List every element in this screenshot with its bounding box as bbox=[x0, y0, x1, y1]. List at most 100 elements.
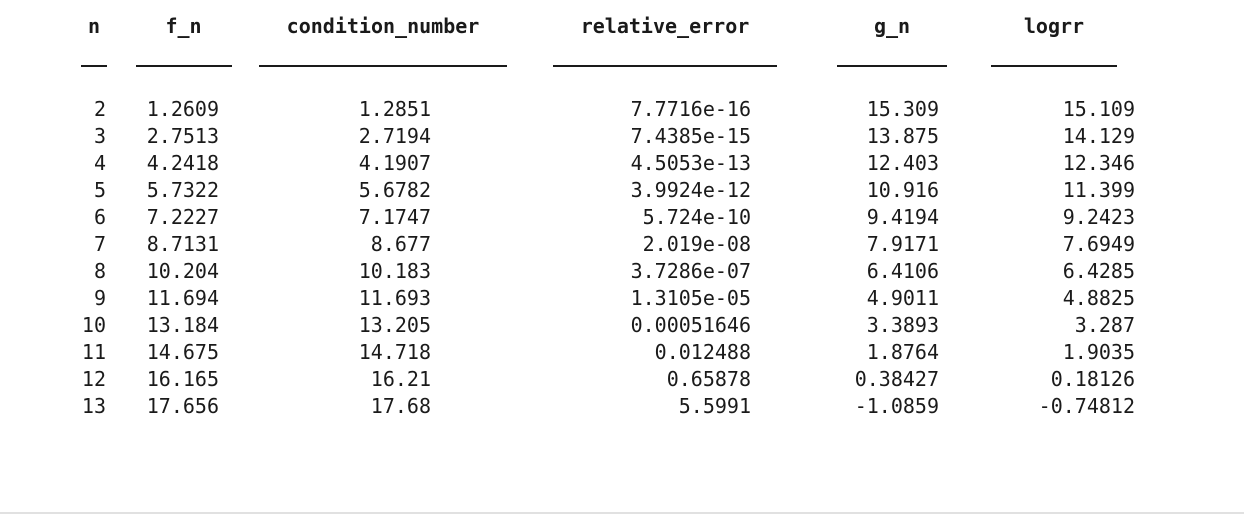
cell-condition-number: 17.68 bbox=[370, 394, 431, 418]
cell-g-n: 7.9171 bbox=[866, 232, 939, 256]
cell-logrr: 3.287 bbox=[1074, 313, 1135, 337]
cell-f-n: 14.675 bbox=[146, 340, 219, 364]
cell-condition-number: 8.677 bbox=[370, 232, 431, 256]
cell-g-n: 12.403 bbox=[866, 151, 939, 175]
cell-relative-error: 0.00051646 bbox=[630, 313, 751, 337]
underline-n bbox=[68, 38, 120, 74]
cell-relative-error: 5.5991 bbox=[678, 394, 751, 418]
cell-logrr: 9.2423 bbox=[1062, 205, 1135, 229]
cell-relative-error: 7.7716e-16 bbox=[630, 97, 751, 121]
cell-f-n: 5.7322 bbox=[146, 178, 219, 202]
table-row: 8 10.204 10.183 3.7286e-07 6.4106 6.4285 bbox=[68, 258, 1135, 285]
cell-g-n: 3.3893 bbox=[866, 313, 939, 337]
table-row: 11 14.675 14.718 0.012488 1.8764 1.9035 bbox=[68, 339, 1135, 366]
cell-g-n: 4.9011 bbox=[866, 286, 939, 310]
cell-f-n: 2.7513 bbox=[146, 124, 219, 148]
cell-relative-error: 7.4385e-15 bbox=[630, 124, 751, 148]
cell-g-n: 1.8764 bbox=[866, 340, 939, 364]
cell-condition-number: 2.7194 bbox=[358, 124, 431, 148]
results-table: n f_n condition_number relative_error g_… bbox=[68, 0, 1135, 420]
cell-relative-error: 0.012488 bbox=[654, 340, 751, 364]
cell-f-n: 8.7131 bbox=[146, 232, 219, 256]
underline-f-n bbox=[120, 38, 247, 74]
underline-row bbox=[68, 38, 1135, 74]
cell-condition-number: 5.6782 bbox=[358, 178, 431, 202]
table-row: 10 13.184 13.205 0.00051646 3.3893 3.287 bbox=[68, 312, 1135, 339]
cell-logrr: 6.4285 bbox=[1062, 259, 1135, 283]
cell-condition-number: 10.183 bbox=[358, 259, 431, 283]
cell-n: 3 bbox=[93, 124, 106, 148]
cell-condition-number: 11.693 bbox=[358, 286, 431, 310]
bottom-divider bbox=[0, 512, 1244, 514]
header-n: n bbox=[87, 14, 101, 38]
cell-relative-error: 3.7286e-07 bbox=[630, 259, 751, 283]
cell-relative-error: 0.65878 bbox=[666, 367, 751, 391]
cell-n: 7 bbox=[93, 232, 106, 256]
table-body: 2 1.2609 1.2851 7.7716e-16 15.309 15.109 3 2.75… bbox=[68, 96, 1135, 420]
cell-g-n: 10.916 bbox=[866, 178, 939, 202]
cell-g-n: 15.309 bbox=[866, 97, 939, 121]
cell-f-n: 16.165 bbox=[146, 367, 219, 391]
cell-g-n: 9.4194 bbox=[866, 205, 939, 229]
cell-g-n: -1.0859 bbox=[854, 394, 939, 418]
cell-f-n: 7.2227 bbox=[146, 205, 219, 229]
underline-g-n bbox=[811, 38, 973, 74]
cell-g-n: 13.875 bbox=[866, 124, 939, 148]
table-row: 7 8.7131 8.677 2.019e-08 7.9171 7.6949 bbox=[68, 231, 1135, 258]
cell-logrr: 15.109 bbox=[1062, 97, 1135, 121]
cell-relative-error: 4.5053e-13 bbox=[630, 151, 751, 175]
table-row: 5 5.7322 5.6782 3.9924e-12 10.916 11.399 bbox=[68, 177, 1135, 204]
header-logrr: logrr bbox=[1023, 14, 1085, 38]
cell-logrr: 1.9035 bbox=[1062, 340, 1135, 364]
cell-condition-number: 13.205 bbox=[358, 313, 431, 337]
header-condition-number: condition_number bbox=[286, 14, 480, 38]
cell-f-n: 4.2418 bbox=[146, 151, 219, 175]
cell-n: 6 bbox=[93, 205, 106, 229]
header-row: n f_n condition_number relative_error g_… bbox=[68, 0, 1135, 38]
cell-f-n: 1.2609 bbox=[146, 97, 219, 121]
cell-f-n: 11.694 bbox=[146, 286, 219, 310]
cell-n: 2 bbox=[93, 97, 106, 121]
cell-logrr: 12.346 bbox=[1062, 151, 1135, 175]
cell-n: 4 bbox=[93, 151, 106, 175]
table-row: 6 7.2227 7.1747 5.724e-10 9.4194 9.2423 bbox=[68, 204, 1135, 231]
cell-n: 13 bbox=[81, 394, 106, 418]
table-row: 13 17.656 17.68 5.5991 -1.0859 -0.74812 bbox=[68, 393, 1135, 420]
cell-logrr: 11.399 bbox=[1062, 178, 1135, 202]
cell-n: 9 bbox=[93, 286, 106, 310]
underline-condition-number bbox=[247, 38, 519, 74]
cell-logrr: 7.6949 bbox=[1062, 232, 1135, 256]
table-row: 12 16.165 16.21 0.65878 0.38427 0.18126 bbox=[68, 366, 1135, 393]
cell-relative-error: 3.9924e-12 bbox=[630, 178, 751, 202]
cell-logrr: 4.8825 bbox=[1062, 286, 1135, 310]
cell-f-n: 10.204 bbox=[146, 259, 219, 283]
cell-condition-number: 1.2851 bbox=[358, 97, 431, 121]
cell-relative-error: 5.724e-10 bbox=[642, 205, 751, 229]
cell-n: 12 bbox=[81, 367, 106, 391]
cell-logrr: -0.74812 bbox=[1038, 394, 1135, 418]
cell-condition-number: 16.21 bbox=[370, 367, 431, 391]
underline-relative-error bbox=[519, 38, 811, 74]
cell-n: 8 bbox=[93, 259, 106, 283]
header-f-n: f_n bbox=[165, 14, 202, 38]
cell-n: 10 bbox=[81, 313, 106, 337]
spacer-row bbox=[68, 74, 1135, 96]
cell-condition-number: 14.718 bbox=[358, 340, 431, 364]
cell-n: 5 bbox=[93, 178, 106, 202]
header-relative-error: relative_error bbox=[580, 14, 750, 38]
table-row: 4 4.2418 4.1907 4.5053e-13 12.403 12.346 bbox=[68, 150, 1135, 177]
cell-relative-error: 1.3105e-05 bbox=[630, 286, 751, 310]
cell-g-n: 0.38427 bbox=[854, 367, 939, 391]
cell-f-n: 17.656 bbox=[146, 394, 219, 418]
cell-logrr: 14.129 bbox=[1062, 124, 1135, 148]
cell-n: 11 bbox=[81, 340, 106, 364]
table-row: 9 11.694 11.693 1.3105e-05 4.9011 4.8825 bbox=[68, 285, 1135, 312]
cell-f-n: 13.184 bbox=[146, 313, 219, 337]
cell-condition-number: 4.1907 bbox=[358, 151, 431, 175]
cell-g-n: 6.4106 bbox=[866, 259, 939, 283]
table-row: 3 2.7513 2.7194 7.4385e-15 13.875 14.129 bbox=[68, 123, 1135, 150]
cell-condition-number: 7.1747 bbox=[358, 205, 431, 229]
cell-logrr: 0.18126 bbox=[1050, 367, 1135, 391]
underline-logrr bbox=[973, 38, 1135, 74]
